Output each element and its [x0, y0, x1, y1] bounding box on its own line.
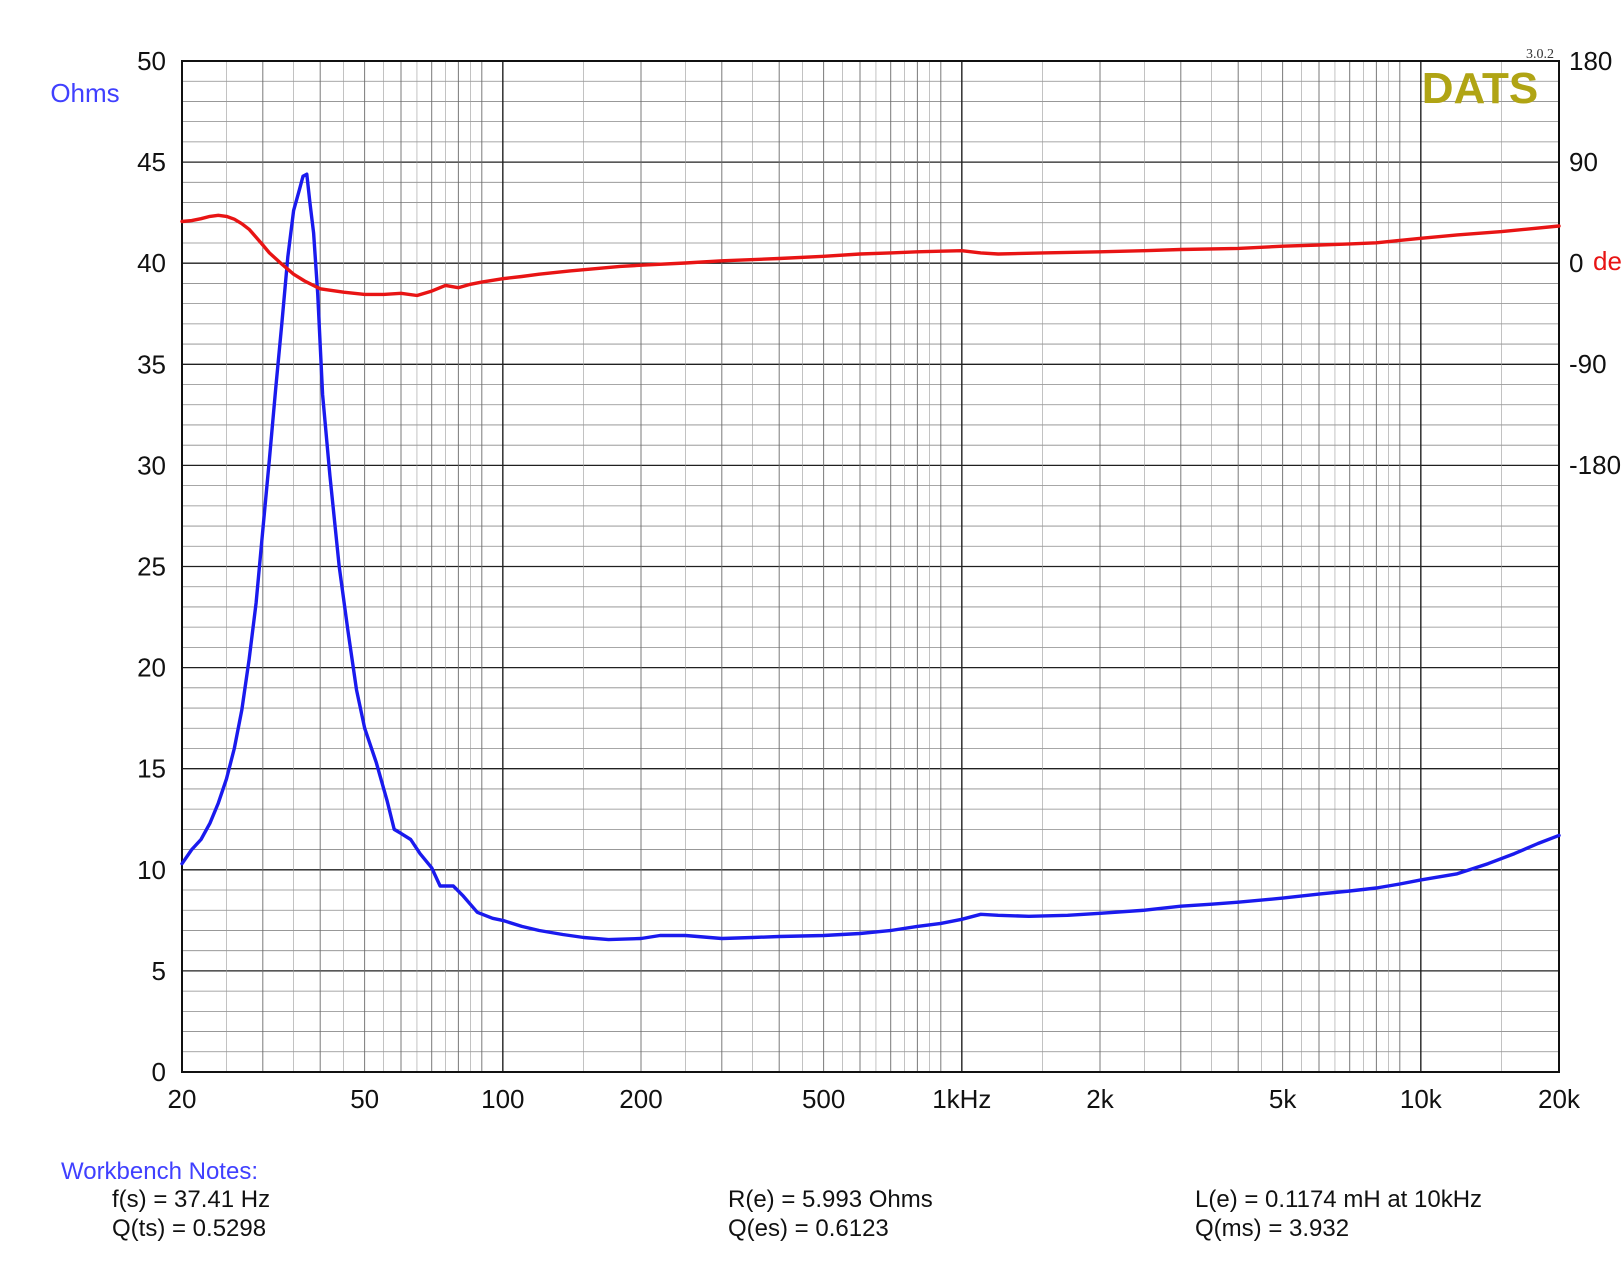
y-tick-label: 0: [152, 1057, 166, 1087]
y2-tick-label: 180: [1569, 46, 1612, 76]
phase-curve: [180, 213, 1561, 298]
x-tick-label: 50: [350, 1084, 379, 1114]
y2-tick-label: 0: [1569, 248, 1583, 278]
y-tick-label: 15: [137, 754, 166, 784]
x-tick-label: 5k: [1269, 1084, 1297, 1114]
y2-tick-label: -180: [1569, 450, 1621, 480]
right-axis-label: de: [1593, 246, 1622, 276]
x-tick-label: 200: [619, 1084, 662, 1114]
y-tick-label: 25: [137, 552, 166, 582]
x-tick-label: 100: [481, 1084, 524, 1114]
x-tick-label: 2k: [1086, 1084, 1114, 1114]
x-tick-label: 1kHz: [932, 1084, 991, 1114]
left-axis-label: Ohms: [50, 78, 119, 108]
y2-tick-label: 90: [1569, 147, 1598, 177]
version-label: 3.0.2: [1526, 47, 1554, 62]
chart-series: [180, 172, 1561, 942]
y-tick-label: 45: [137, 147, 166, 177]
y-tick-label: 20: [137, 653, 166, 683]
y-tick-label: 50: [137, 46, 166, 76]
x-tick-label: 20: [168, 1084, 197, 1114]
y2-tick-label: -90: [1569, 349, 1607, 379]
y-tick-label: 5: [152, 956, 166, 986]
chart-axes: 20 50 100 200 500 1kHz 2k 5k 10k 20k0510152025303…: [137, 46, 1621, 1114]
x-tick-label: 20k: [1538, 1084, 1581, 1114]
dats-logo: DATS: [1422, 64, 1539, 113]
impedance-curve: [180, 172, 1561, 942]
x-tick-label: 10k: [1400, 1084, 1443, 1114]
chart-grid: [181, 60, 1560, 1073]
plot-frame: [181, 60, 1560, 1073]
y-tick-label: 10: [137, 855, 166, 885]
y-tick-label: 35: [137, 349, 166, 379]
y-tick-label: 30: [137, 450, 166, 480]
x-tick-label: 500: [802, 1084, 845, 1114]
y-tick-label: 40: [137, 248, 166, 278]
